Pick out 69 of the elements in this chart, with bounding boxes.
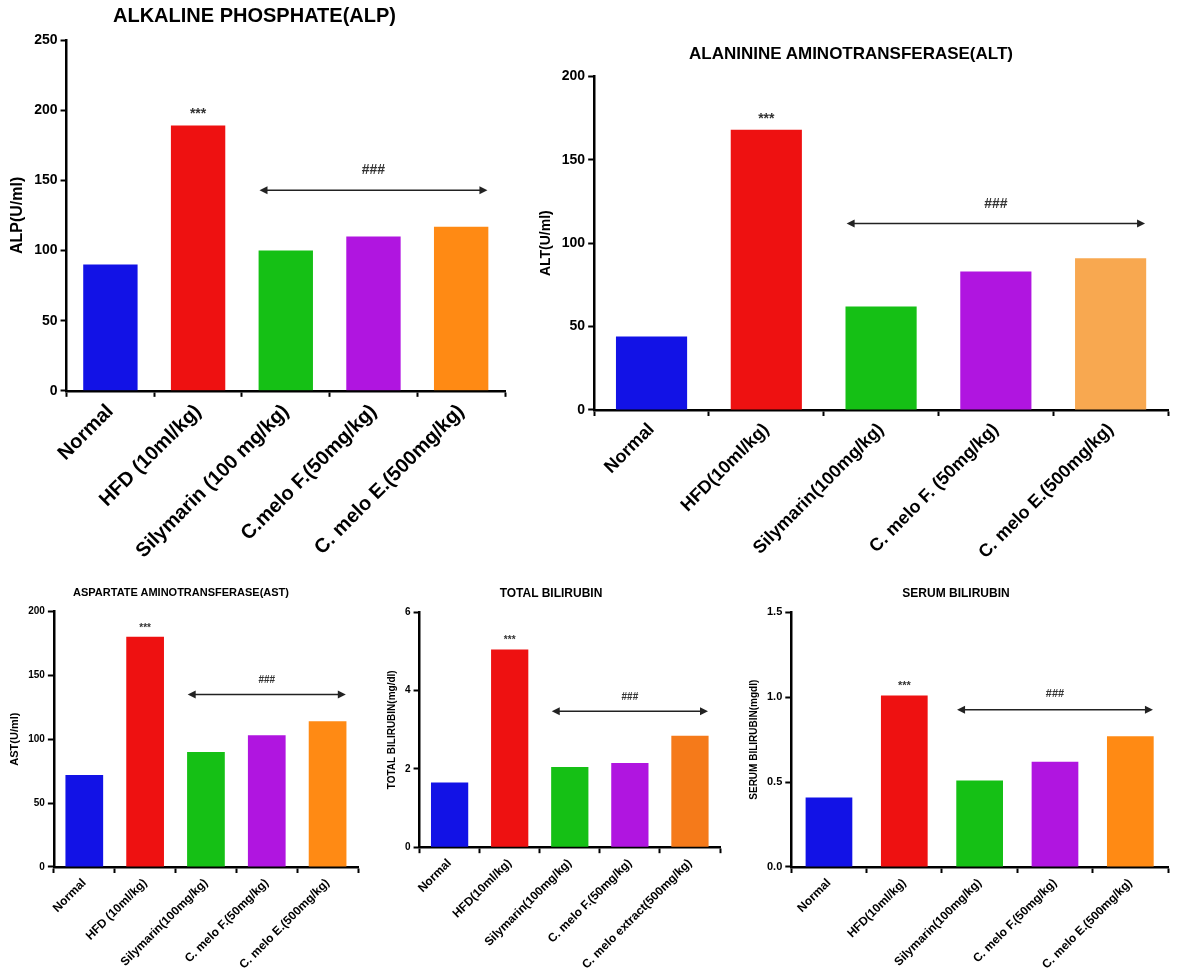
annotation: ### (984, 194, 1008, 211)
bar (65, 774, 104, 867)
y-tick-label: 0.0 (766, 860, 783, 873)
bar (845, 306, 917, 410)
y-axis-title: TOTAL BILIRUBIN(mg/dl) (385, 670, 397, 790)
bar (258, 250, 313, 391)
annotation: *** (758, 109, 776, 126)
y-tick-label: 0 (39, 860, 46, 872)
y-tick-label: 0 (577, 400, 586, 417)
chart-title: ASPARTATE AMINOTRANSFERASE(AST) (73, 585, 290, 598)
annotation: ### (1045, 687, 1065, 700)
bar (187, 751, 225, 867)
bar (346, 236, 401, 391)
bar (126, 636, 164, 867)
y-tick-label: 50 (33, 796, 46, 808)
y-tick-label: 100 (561, 234, 586, 251)
bar (671, 735, 709, 847)
y-axis-title: AST(U/ml) (7, 712, 20, 766)
annotation: *** (503, 634, 516, 646)
annotation: *** (189, 105, 207, 122)
bar (433, 226, 489, 391)
y-tick-label: 0.5 (766, 775, 783, 788)
y-tick-label: 200 (34, 101, 58, 118)
y-tick-label: 200 (28, 604, 46, 616)
bar (805, 797, 853, 867)
bar (430, 782, 469, 847)
y-tick-label: 50 (41, 311, 58, 328)
bar (730, 129, 802, 410)
y-tick-label: 50 (569, 317, 586, 334)
y-tick-label: 100 (34, 241, 58, 258)
y-tick-label: 1.5 (766, 605, 783, 618)
y-axis-title: ALT(U/ml) (537, 210, 554, 277)
chart-title: TOTAL BILIRUBIN (499, 585, 603, 600)
bar (611, 763, 649, 847)
annotation: ### (361, 161, 386, 178)
bar (615, 336, 688, 410)
y-tick-label: 6 (405, 606, 411, 618)
y-tick-label: 0 (405, 840, 411, 852)
chart-title: SERUM BILIRUBIN (902, 585, 1010, 600)
annotation: ### (621, 690, 639, 702)
y-tick-label: 150 (34, 171, 58, 188)
y-tick-label: 1.0 (766, 690, 783, 703)
y-tick-label: 250 (34, 30, 58, 47)
bar (960, 271, 1032, 410)
bar (247, 735, 286, 867)
y-tick-label: 150 (28, 668, 46, 680)
bar (170, 125, 226, 391)
bar (956, 780, 1003, 867)
y-tick-label: 100 (28, 732, 46, 744)
chart-title: ALKALINE PHOSPHATE(ALP) (113, 3, 396, 26)
bar (308, 721, 347, 867)
y-tick-label: 0 (49, 381, 58, 398)
annotation: *** (139, 621, 152, 633)
bar (491, 649, 529, 847)
annotation: *** (897, 679, 912, 692)
y-tick-label: 4 (405, 684, 411, 696)
bar (1106, 736, 1154, 867)
y-axis-title: ALP(U/ml) (8, 176, 26, 255)
y-axis-title: SERUM BILIRUBIN(mgdl) (747, 679, 759, 800)
bar (83, 264, 138, 391)
bar (1031, 761, 1079, 867)
y-tick-label: 200 (561, 67, 586, 84)
chart-title: ALANININE AMINOTRANSFERASE(ALT) (689, 43, 1013, 63)
y-tick-label: 2 (405, 762, 411, 774)
bar (1075, 258, 1147, 410)
y-tick-label: 150 (561, 150, 586, 167)
bar (551, 766, 589, 847)
bar (880, 695, 928, 867)
annotation: ### (258, 674, 276, 686)
